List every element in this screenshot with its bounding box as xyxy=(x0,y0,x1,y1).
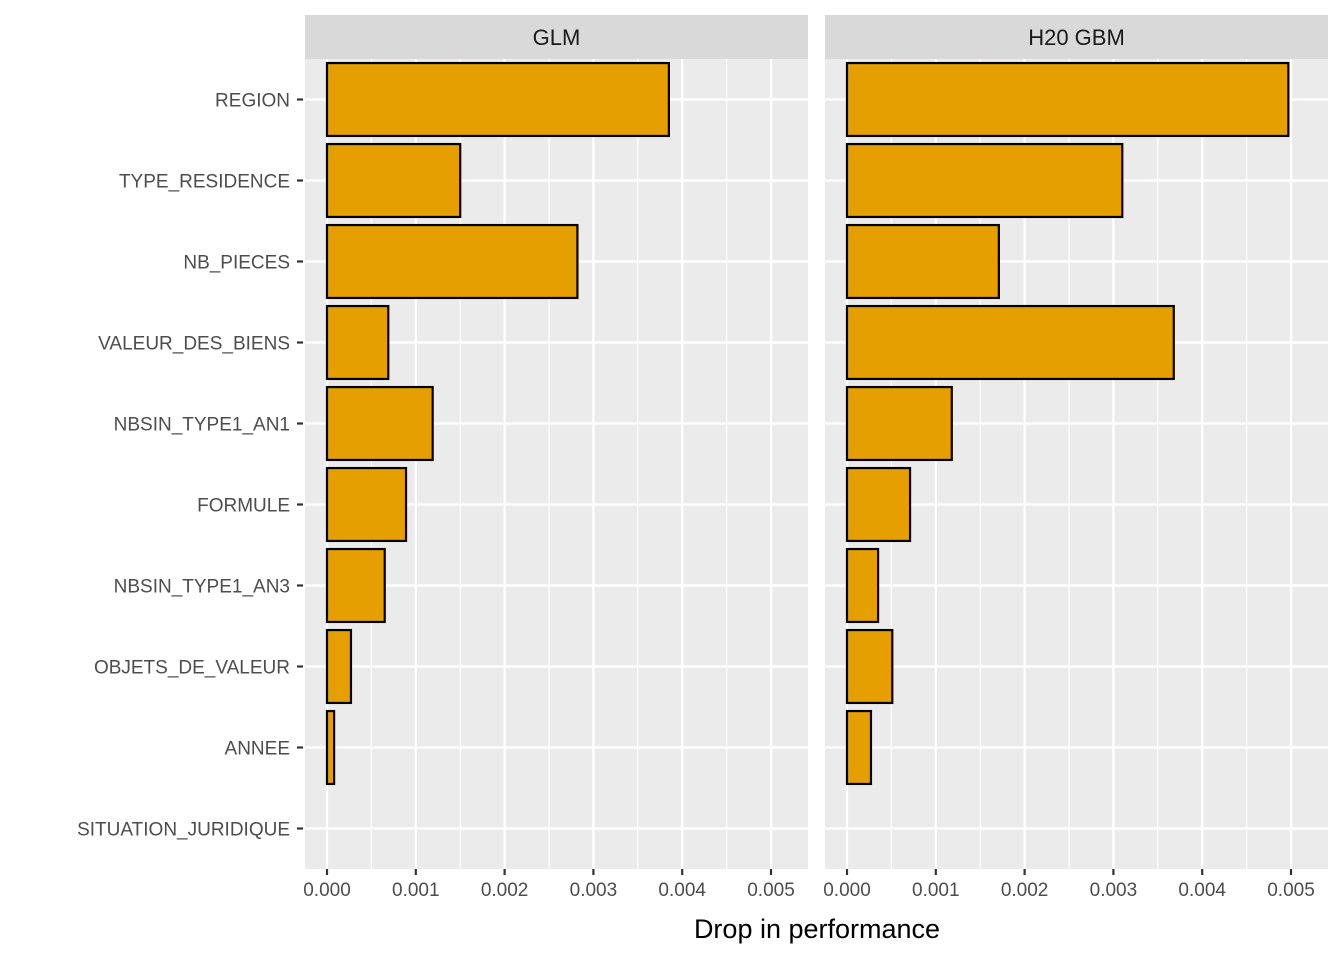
bar xyxy=(325,466,408,543)
x-tick-label: 0.002 xyxy=(1001,880,1049,901)
x-tick-label: 0.003 xyxy=(1090,880,1138,901)
y-tick-label: FORMULE xyxy=(197,496,290,517)
x-tick-label: 0.003 xyxy=(570,880,618,901)
bar xyxy=(845,304,1175,381)
x-tick-label: 0.000 xyxy=(823,880,871,901)
facet-strip-label: H20 GBM xyxy=(1028,25,1125,50)
bar xyxy=(845,466,912,543)
y-tick-label: ANNEE xyxy=(225,739,290,760)
bar xyxy=(845,385,953,462)
bar xyxy=(325,547,386,624)
y-tick-label: VALEUR_DES_BIENS xyxy=(98,334,290,355)
facet-strip xyxy=(825,15,1328,59)
bar xyxy=(845,547,880,624)
x-tick-label: 0.001 xyxy=(912,880,960,901)
x-tick-label: 0.000 xyxy=(303,880,351,901)
y-tick-label: OBJETS_DE_VALEUR xyxy=(94,658,290,679)
y-tick-label: NB_PIECES xyxy=(183,253,290,274)
y-tick-label: NBSIN_TYPE1_AN1 xyxy=(114,415,290,436)
x-axis-title: Drop in performance xyxy=(694,914,940,944)
bar xyxy=(845,61,1290,138)
x-tick-label: 0.005 xyxy=(747,880,795,901)
bar xyxy=(325,223,579,300)
y-tick-label: TYPE_RESIDENCE xyxy=(119,172,290,193)
facet-panel: H20 GBM 0.000 0.001 0.002 0.003 0.004 0.005 xyxy=(823,15,1328,901)
x-tick-label: 0.004 xyxy=(1178,880,1226,901)
facet-strip xyxy=(305,15,808,59)
y-tick-label: SITUATION_JURIDIQUE xyxy=(77,820,290,841)
bar xyxy=(325,385,434,462)
x-tick-label: 0.005 xyxy=(1267,880,1315,901)
bar xyxy=(845,628,894,705)
bar xyxy=(325,142,462,219)
facet-panel: GLM 0.000 0.001 0.002 0.003 0.004 0.005 xyxy=(303,15,808,901)
facet-strip-label: GLM xyxy=(533,25,581,50)
x-tick-label: 0.001 xyxy=(392,880,440,901)
bar xyxy=(845,142,1124,219)
x-tick-label: 0.004 xyxy=(658,880,706,901)
bar xyxy=(325,304,390,381)
bar xyxy=(845,709,873,786)
bar xyxy=(845,223,1000,300)
y-tick-label: NBSIN_TYPE1_AN3 xyxy=(114,577,290,598)
x-tick-label: 0.002 xyxy=(481,880,529,901)
y-axis: REGION TYPE_RESIDENCE NB_PIECES VALEUR_DES_… xyxy=(77,91,303,841)
y-tick-label: REGION xyxy=(215,91,290,112)
bar xyxy=(325,709,336,786)
bar xyxy=(325,628,353,705)
bar xyxy=(325,61,670,138)
